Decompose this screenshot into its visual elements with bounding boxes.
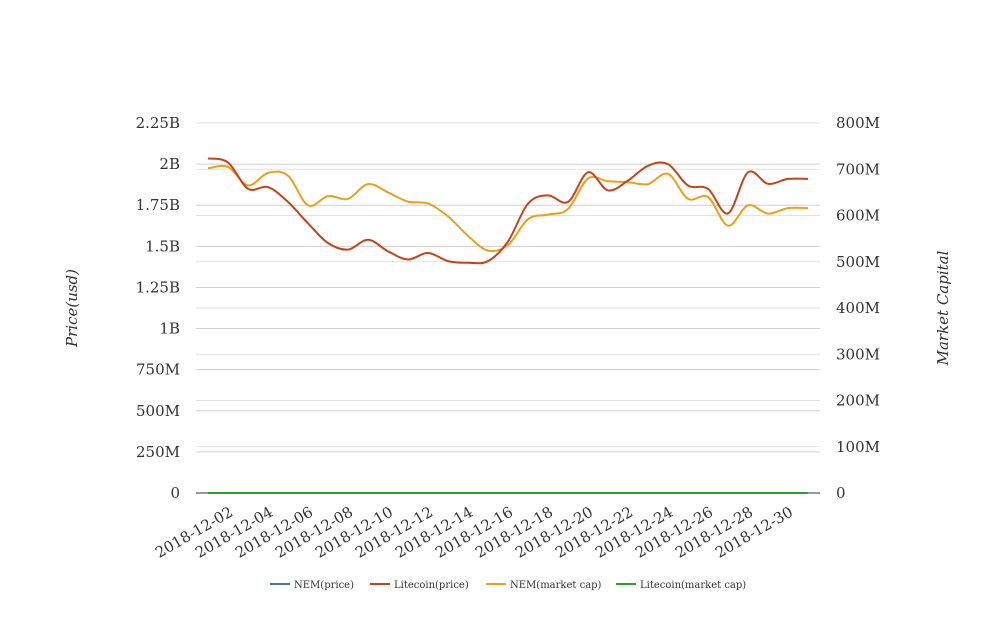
y2-tick-label: 200M [836, 392, 880, 410]
x-axis: 2018-12-022018-12-042018-12-062018-12-08… [152, 492, 820, 562]
y-tick-label: 500M [136, 402, 180, 420]
legend-item: Litecoin(market cap) [616, 580, 746, 591]
y2-tick-label: 800M [836, 114, 880, 132]
y-tick-label: 1.75B [136, 196, 180, 214]
legend: NEM(price) Litecoin(price) NEM(market cap)… [270, 580, 746, 591]
y2-tick-label: 300M [836, 345, 880, 363]
legend-label: NEM(market cap) [510, 580, 602, 591]
y-tick-label: 2.25B [136, 114, 180, 132]
legend-item: Litecoin(price) [370, 580, 469, 591]
series-line-litecoin-price [207, 157, 809, 265]
left-y-axis: 0 250M 500M 750M 1B 1.25B 1.5B 1.75B 2B 2.25B [136, 114, 180, 502]
y-axis-title: Price(usd) [63, 269, 81, 348]
series-lines [207, 157, 809, 495]
y2-tick-label: 600M [836, 207, 880, 225]
y2-tick-label: 0 [836, 484, 846, 502]
y2-axis-title: Market Capital [934, 250, 952, 366]
y2-tick-label: 500M [836, 253, 880, 271]
y2-tick-label: 400M [836, 299, 880, 317]
y-tick-label: 1B [159, 320, 180, 338]
y-tick-label: 750M [136, 361, 180, 379]
y2-tick-label: 700M [836, 160, 880, 178]
legend-label: Litecoin(price) [394, 580, 469, 591]
series-line-nem-market-cap [207, 164, 809, 253]
y-tick-label: 250M [136, 443, 180, 461]
y-tick-label: 1.5B [145, 237, 180, 255]
legend-item: NEM(market cap) [486, 580, 602, 591]
legend-label: Litecoin(market cap) [640, 580, 746, 591]
y-tick-label: 2B [159, 155, 180, 173]
legend-item: NEM(price) [270, 580, 354, 591]
y2-tick-label: 100M [836, 438, 880, 456]
legend-label: NEM(price) [294, 580, 354, 591]
right-y-axis: 0 100M 200M 300M 400M 500M 600M 700M 800M [836, 114, 880, 502]
y-tick-label: 0 [170, 484, 180, 502]
y-tick-label: 1.25B [136, 278, 180, 296]
gridlines [196, 122, 820, 453]
